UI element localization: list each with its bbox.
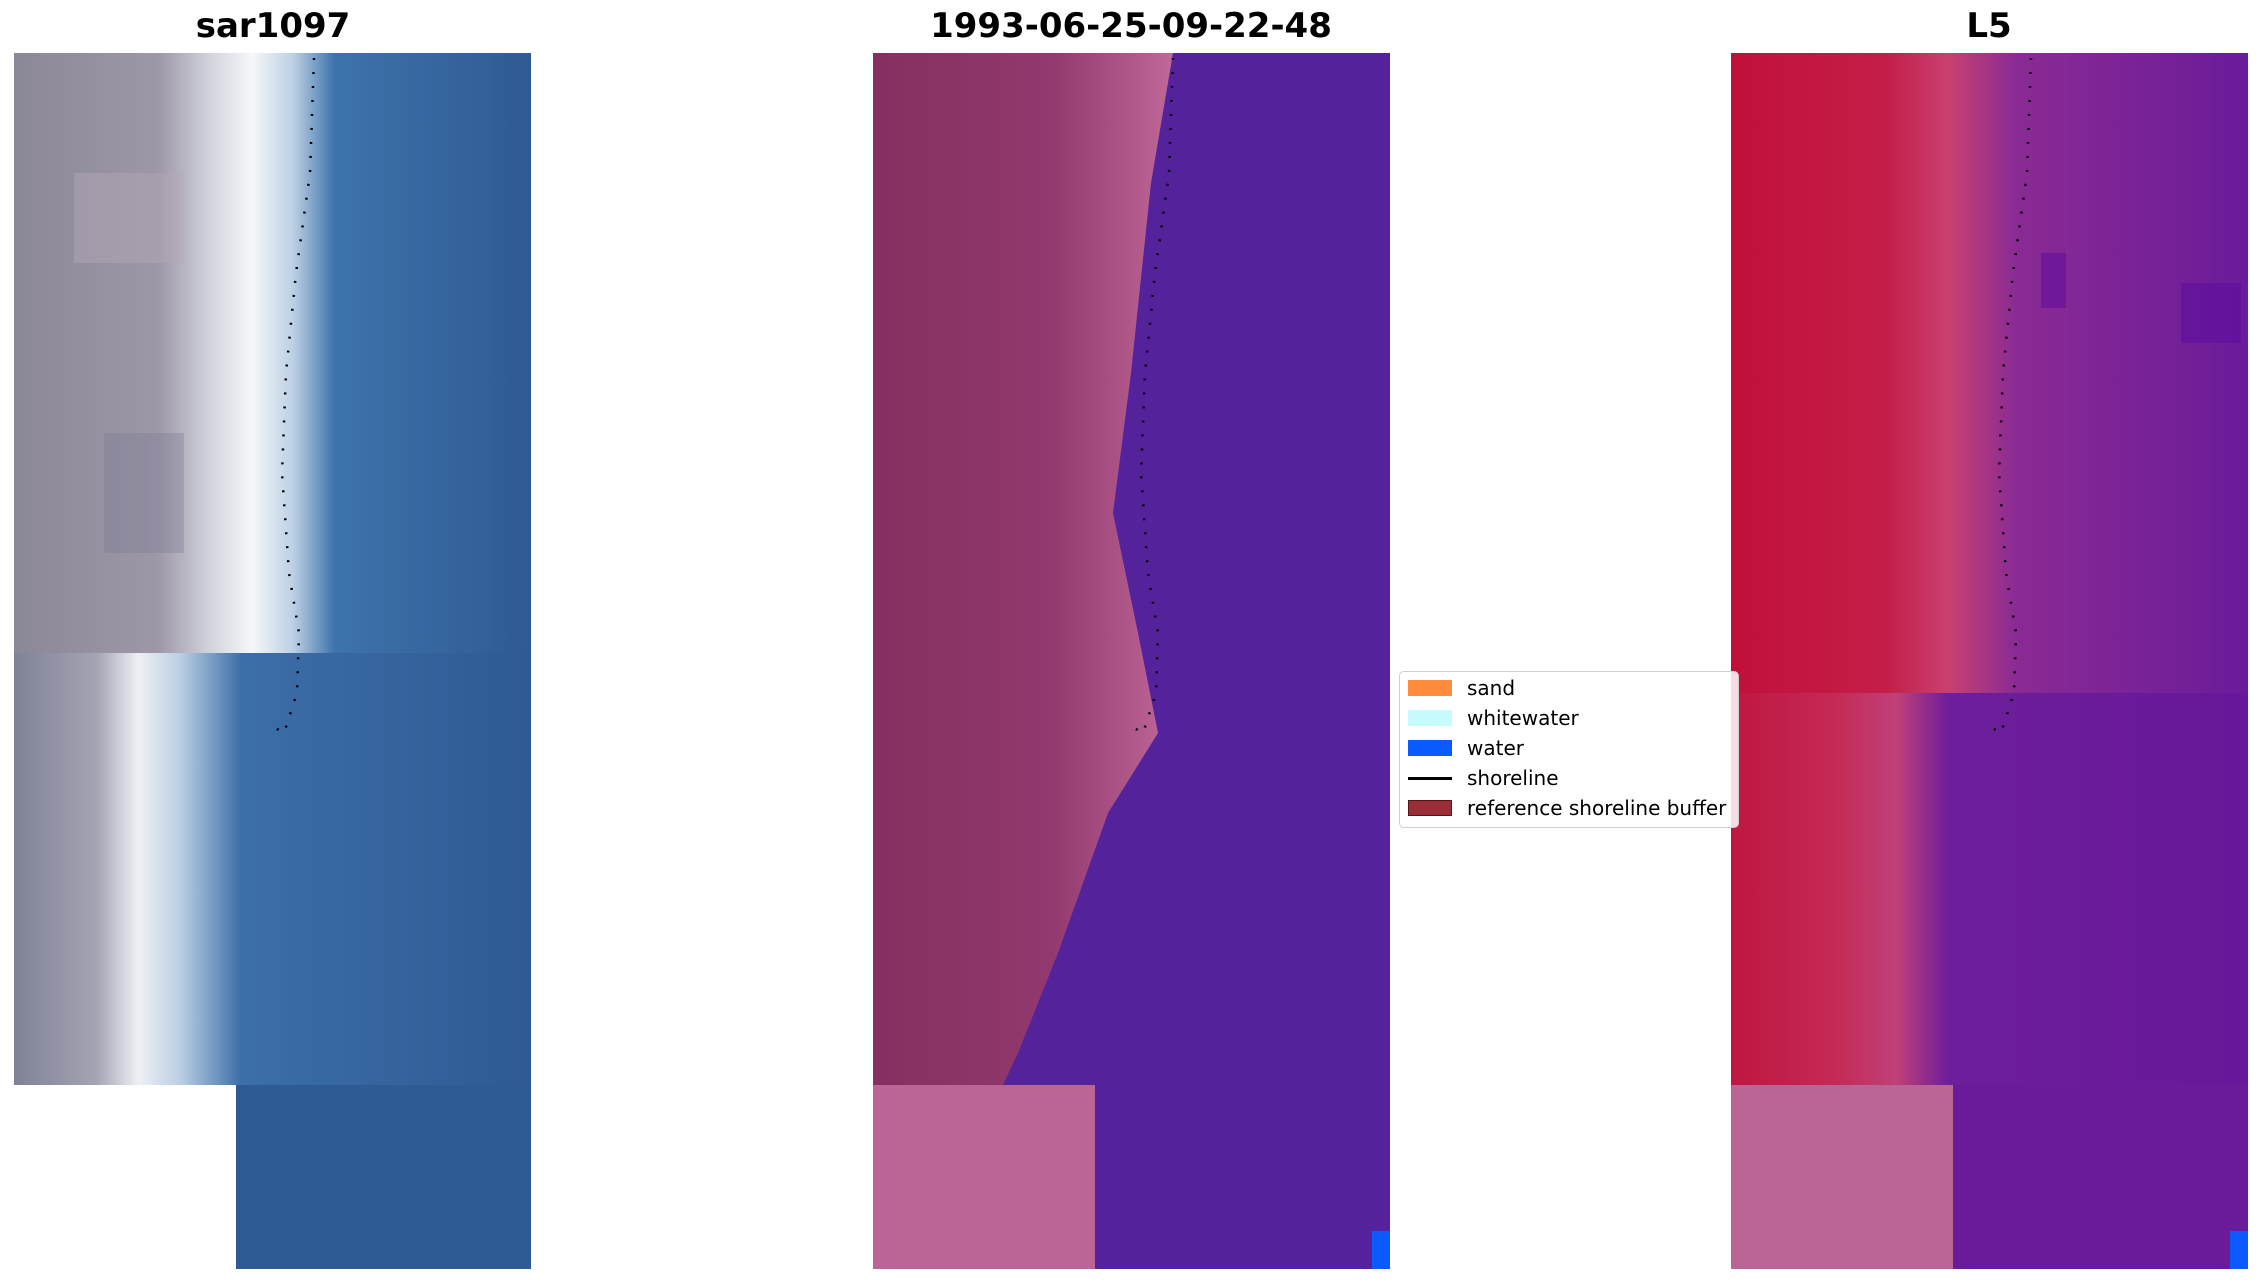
- rgb-image-panel: [14, 53, 531, 1269]
- panel-title-rgb: sar1097: [195, 6, 351, 46]
- class-land: [873, 53, 1173, 1085]
- shoreline-dots-rgb: [271, 57, 316, 735]
- classification-panel: [873, 53, 1390, 1269]
- index-upper: [1731, 53, 2248, 693]
- rgb-upper: [14, 53, 531, 653]
- index-corner-water: [2230, 1231, 2248, 1269]
- index-nodata-block: [1731, 1085, 1953, 1269]
- legend-swatch-whitewater: [1408, 710, 1452, 726]
- rgb-land-patch-a: [74, 173, 184, 263]
- legend-line-shoreline: [1408, 776, 1452, 780]
- shoreline-dots-index: [1988, 57, 2033, 735]
- legend-swatch-water: [1408, 740, 1452, 756]
- index-image: [1731, 53, 2248, 1269]
- legend-swatch-sand: [1408, 680, 1452, 696]
- rgb-nodata-white: [14, 1085, 236, 1269]
- legend-label-sand: sand: [1467, 676, 1516, 700]
- classification-image: [873, 53, 1390, 1269]
- rgb-land-patch-b: [104, 433, 184, 553]
- panel-title-index: L5: [1966, 6, 2012, 46]
- index-panel: [1731, 53, 2248, 1269]
- legend-item-shoreline: shoreline: [1408, 764, 1559, 792]
- legend: sand whitewater water shoreline referenc…: [1399, 671, 1739, 828]
- legend-label-whitewater: whitewater: [1467, 706, 1579, 730]
- index-dark-patch-a: [2181, 283, 2241, 343]
- index-dark-patch-b: [2041, 253, 2066, 308]
- class-nodata-block: [873, 1085, 1095, 1269]
- legend-item-water: water: [1408, 734, 1524, 762]
- index-lower: [1731, 693, 2248, 1085]
- rgb-water-bottom: [236, 1085, 531, 1269]
- class-corner-water: [1372, 1231, 1390, 1269]
- rgb-image: [14, 53, 531, 1269]
- shoreline-dots-classification: [1130, 57, 1175, 735]
- index-water-bottom: [1953, 1085, 2248, 1269]
- legend-item-reference-buffer: reference shoreline buffer: [1408, 794, 1726, 822]
- legend-label-water: water: [1467, 736, 1524, 760]
- legend-label-reference-buffer: reference shoreline buffer: [1467, 796, 1727, 820]
- legend-label-shoreline: shoreline: [1467, 766, 1559, 790]
- rgb-lower: [14, 653, 531, 1085]
- panel-title-classification: 1993-06-25-09-22-48: [930, 6, 1332, 46]
- legend-swatch-reference-buffer: [1408, 800, 1452, 816]
- legend-item-sand: sand: [1408, 674, 1515, 702]
- legend-item-whitewater: whitewater: [1408, 704, 1579, 732]
